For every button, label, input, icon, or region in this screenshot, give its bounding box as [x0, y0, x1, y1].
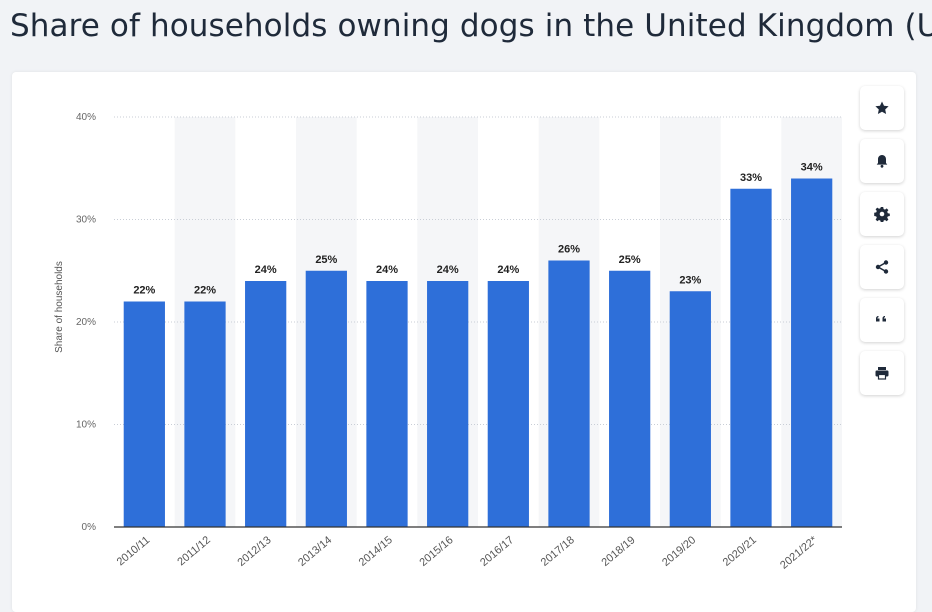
y-tick-label: 40% [76, 112, 96, 123]
x-tick-label: 2019/20 [660, 534, 698, 569]
x-tick-label: 2020/21 [721, 534, 759, 569]
favorite-button[interactable] [860, 86, 904, 130]
data-label: 25% [619, 254, 641, 266]
gear-icon [874, 207, 890, 222]
data-label: 24% [497, 264, 519, 276]
bar [730, 188, 772, 527]
bell-icon [876, 155, 888, 168]
print-icon [875, 367, 889, 380]
x-tick-label: 2014/15 [357, 534, 395, 569]
cite-button[interactable] [860, 298, 904, 342]
bar [427, 281, 469, 527]
data-label: 23% [679, 274, 701, 286]
x-tick-label: 2021/22* [778, 534, 820, 572]
x-tick-label: 2012/13 [235, 534, 273, 569]
data-label: 24% [437, 264, 459, 276]
bar [791, 178, 833, 527]
data-label: 33% [740, 172, 762, 184]
bar [366, 281, 408, 527]
y-axis-label: Share of households [54, 261, 65, 353]
y-tick-label: 10% [76, 420, 96, 431]
bar [548, 260, 590, 527]
notification-button[interactable] [860, 139, 904, 183]
data-label: 25% [315, 254, 337, 266]
bar [245, 281, 287, 527]
bar [305, 270, 347, 527]
data-label: 34% [801, 162, 823, 174]
y-tick-label: 0% [82, 522, 97, 533]
x-tick-label: 2016/17 [478, 534, 516, 569]
y-tick-label: 20% [76, 317, 96, 328]
quote-icon [876, 316, 886, 322]
data-label: 26% [558, 244, 580, 256]
share-button[interactable] [860, 245, 904, 289]
data-label: 24% [255, 264, 277, 276]
bar [123, 301, 165, 527]
bar [669, 291, 711, 527]
data-label: 24% [376, 264, 398, 276]
star-icon [875, 101, 889, 114]
x-tick-label: 2010/11 [115, 534, 153, 568]
bar-chart: 0% 10% 20% 30% 40% Share of households 22% 2010… [54, 112, 842, 572]
bar [487, 281, 529, 527]
chart-card: 0% 10% 20% 30% 40% Share of households 22% 2010… [12, 72, 916, 612]
x-tick-label: 2018/19 [599, 534, 637, 569]
page-title: Share of households owning dogs in the U… [10, 8, 932, 44]
print-button[interactable] [860, 351, 904, 395]
y-tick-label: 30% [76, 215, 96, 226]
chart-toolbar [860, 86, 904, 404]
x-tick-label: 2017/18 [539, 534, 577, 569]
share-icon [875, 260, 889, 274]
data-label: 22% [194, 285, 216, 297]
bar [184, 301, 226, 527]
x-tick-label: 2011/12 [175, 534, 213, 568]
data-label: 22% [133, 285, 155, 297]
x-tick-label: 2013/14 [296, 534, 334, 569]
x-tick-label: 2015/16 [417, 534, 455, 569]
settings-button[interactable] [860, 192, 904, 236]
bar [609, 270, 651, 527]
